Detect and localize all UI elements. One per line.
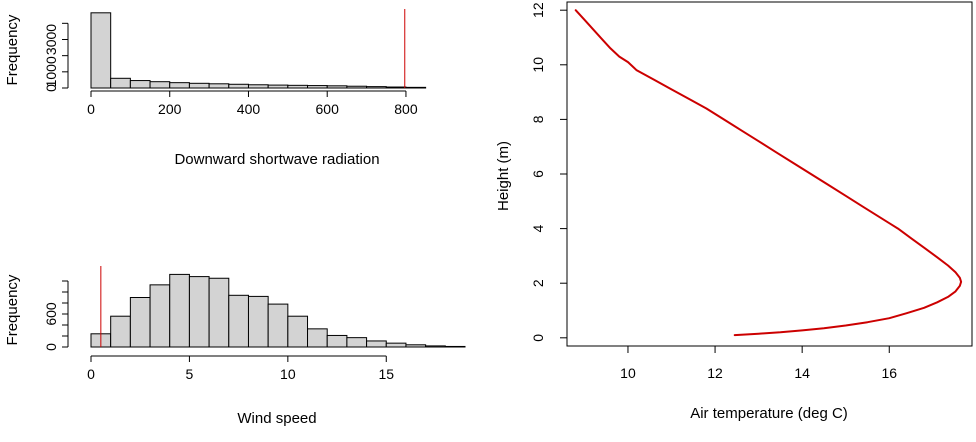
swr-y-axis-title: Frequency [4,14,21,85]
wind-x-tick-label: 5 [186,366,194,382]
wind-bar [444,345,466,348]
profile-x-tick-label: 10 [620,365,636,381]
swr-bar [267,84,289,89]
wind-bar [366,340,387,348]
swr-bar [287,84,309,89]
swr-x-tick-label: 600 [316,101,340,117]
swr-bar [228,83,249,89]
profile-y-tick-label: 4 [530,225,546,233]
profile-y-tick-label: 6 [530,170,546,178]
swr-bar [247,84,269,89]
swr-bar [188,82,210,89]
wind-bar [169,273,190,348]
profile-y-axis: 0 2 4 6 8 10 12 [530,2,567,342]
wind-bar [425,345,446,348]
swr-x-axis-title: Downward shortwave radiation [174,151,379,168]
swr-x-tick-label: 800 [394,101,418,117]
wind-y-tick-label: 0 [43,343,59,351]
profile-y-axis-title: Height (m) [495,141,512,211]
wind-x-axis: 0 5 10 15 [87,355,394,382]
profile-line-panel: 10 12 14 16 0 2 4 6 8 10 12 Air temperature (deg … [495,1,973,422]
profile-series-line [574,9,963,337]
swr-x-tick-label: 0 [87,101,95,117]
profile-y-tick-label: 12 [530,2,546,18]
wind-bar [247,295,269,348]
profile-x-tick-label: 14 [794,365,810,381]
wind-x-tick-label: 10 [280,366,296,382]
swr-y-tick-label: 1000 [43,56,59,87]
wind-x-tick-label: 0 [87,366,95,382]
swr-bar [129,80,151,89]
profile-y-tick-label: 2 [530,279,546,287]
wind-bar [228,294,249,348]
wind-histogram-panel: 0 5 10 15 0 600 Wind speed Frequency [4,266,466,427]
wind-bar [267,303,289,348]
swr-y-tick-label: 0 [43,84,59,92]
swr-x-tick-label: 400 [237,101,261,117]
wind-bar [405,344,427,348]
swr-bar [110,77,131,89]
wind-bar [385,342,407,348]
swr-bar [366,86,387,89]
swr-x-axis: 0 200 400 600 800 [87,90,418,117]
wind-bar [307,328,328,348]
profile-x-axis-title: Air temperature (deg C) [690,405,848,422]
swr-bars [90,12,427,89]
swr-bar [169,82,190,89]
profile-y-tick-label: 10 [530,57,546,73]
wind-bars [90,273,466,348]
swr-y-tick-label: 3000 [43,24,59,55]
swr-bar [346,85,368,89]
wind-y-tick-label: 600 [43,302,59,326]
wind-y-axis-title: Frequency [4,274,21,345]
wind-bar [346,337,368,348]
wind-bar [110,315,131,348]
profile-x-tick-label: 12 [707,365,723,381]
wind-bar [287,315,309,348]
swr-bar [405,86,427,89]
profile-x-axis: 10 12 14 16 [620,346,897,381]
profile-y-tick-label: 0 [530,334,546,342]
swr-bar [208,83,230,89]
wind-bar [188,276,210,348]
profile-y-tick-label: 8 [530,115,546,123]
wind-y-axis: 0 600 [43,280,69,351]
swr-bar [90,12,112,89]
wind-x-axis-title: Wind speed [237,410,316,427]
swr-x-tick-label: 200 [158,101,182,117]
swr-bar [385,86,407,89]
wind-x-tick-label: 15 [378,366,394,382]
wind-bar [326,334,348,348]
swr-bar [326,85,348,89]
wind-bar [208,277,230,348]
wind-bar [129,297,151,348]
profile-series [574,9,963,337]
swr-bar [149,81,171,89]
swr-bar [307,85,328,89]
wind-bar [149,284,171,348]
profile-x-tick-label: 16 [881,365,897,381]
